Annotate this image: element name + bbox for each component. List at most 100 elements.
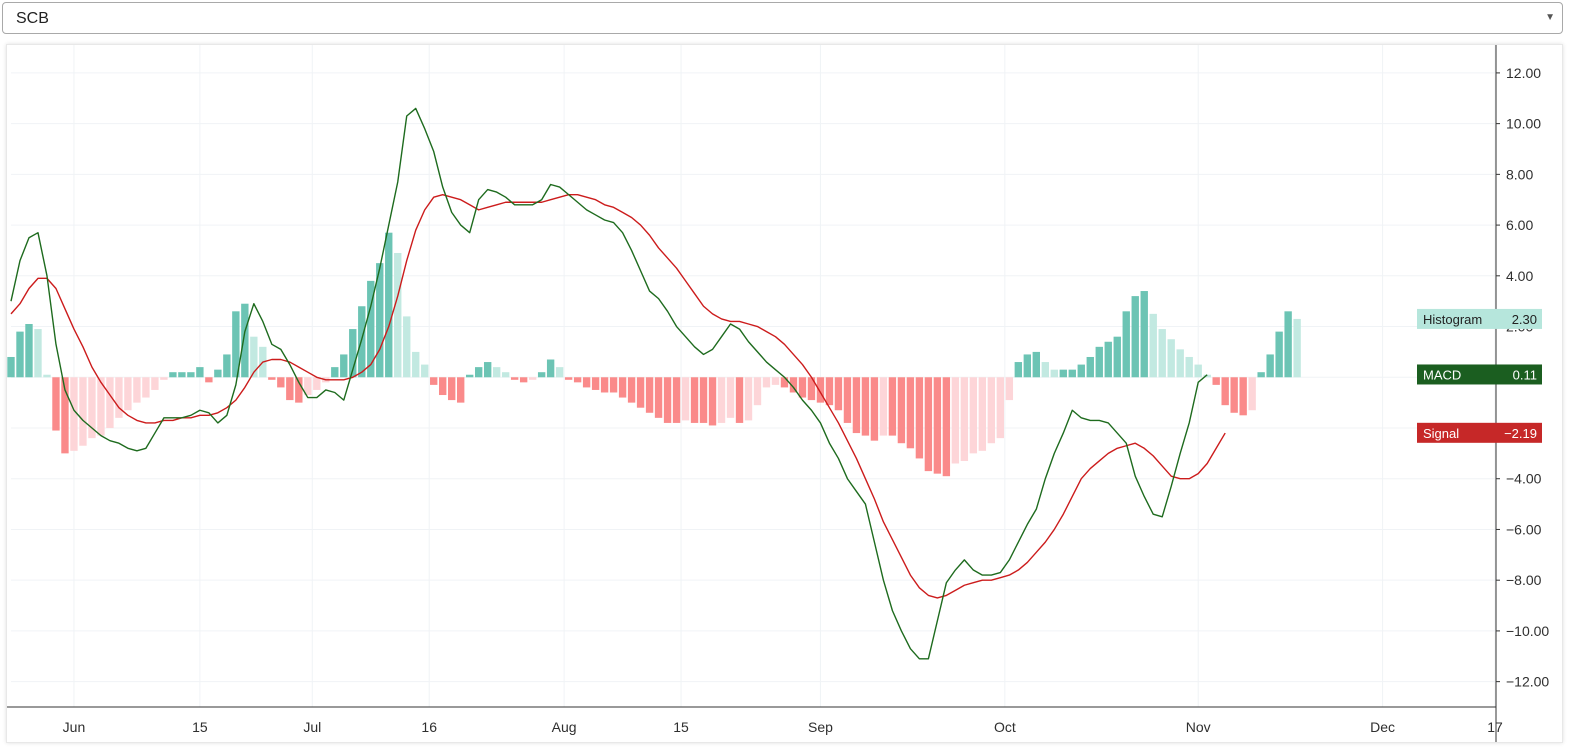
histogram-value-tag: Histogram 2.30 <box>1417 308 1542 329</box>
histogram-bar <box>115 377 123 418</box>
histogram-bar <box>987 377 996 444</box>
value-tag-bg <box>1417 422 1542 443</box>
histogram-bar <box>591 377 600 390</box>
histogram-bar <box>690 377 699 423</box>
histogram-bar <box>25 324 33 378</box>
histogram-bar <box>106 377 114 428</box>
histogram-bar <box>16 331 24 378</box>
histogram-bar <box>214 369 222 378</box>
histogram-bar <box>151 377 159 390</box>
histogram-bar <box>717 377 726 423</box>
macd-chart[interactable]: 12.0010.008.006.004.002.00−4.00−6.00−8.0… <box>7 45 1562 742</box>
histogram-bar <box>852 377 861 434</box>
histogram-bar <box>924 377 933 472</box>
histogram-bar <box>636 377 645 408</box>
histogram-bar <box>412 351 420 378</box>
histogram-bar <box>133 377 141 403</box>
histogram-bar <box>1257 372 1265 378</box>
histogram-bar <box>313 377 321 390</box>
histogram-bar <box>807 377 816 401</box>
value-tag-bg <box>1417 364 1542 385</box>
histogram-bar <box>780 377 789 388</box>
histogram-bar <box>969 377 978 454</box>
histogram-bar <box>906 377 915 449</box>
histogram-bar <box>1068 369 1076 378</box>
histogram-bar <box>1203 374 1211 378</box>
histogram-bar <box>97 377 105 436</box>
value-tag-label: MACD <box>1423 367 1461 382</box>
y-tick-label: 4.00 <box>1506 268 1533 284</box>
histogram-bar <box>753 377 762 406</box>
histogram-bar <box>825 377 834 406</box>
histogram-bar <box>1284 311 1292 378</box>
histogram-bar <box>286 377 294 401</box>
symbol-select[interactable]: SCB ▼ <box>2 2 1563 34</box>
chevron-down-icon[interactable]: ▼ <box>1545 12 1555 23</box>
histogram-bar <box>501 372 510 378</box>
histogram-bar <box>376 263 384 378</box>
histogram-bar <box>466 374 474 378</box>
histogram-bar <box>951 377 960 464</box>
histogram-bar <box>79 377 87 446</box>
histogram-bar <box>1266 354 1274 378</box>
histogram-bar <box>430 377 438 385</box>
value-tags-layer: Histogram 2.30 MACD 0.11 Signal −2.19 <box>1417 308 1542 443</box>
histogram-bar <box>1230 377 1238 413</box>
y-tick-label: −12.00 <box>1506 674 1549 690</box>
x-tick-label: Oct <box>994 719 1016 735</box>
histogram-bar <box>735 377 744 423</box>
histogram-bar <box>295 377 303 403</box>
histogram-bar <box>915 377 924 459</box>
histogram-bar <box>789 377 798 393</box>
histogram-bar <box>1248 377 1256 411</box>
histogram-bar <box>681 377 690 421</box>
histogram-bar <box>1050 369 1058 378</box>
value-tag-value: 2.30 <box>1512 312 1537 327</box>
signal-value-tag: Signal −2.19 <box>1417 422 1542 443</box>
histogram-bar <box>933 377 942 474</box>
histogram-bar <box>492 367 501 378</box>
y-tick-label: 10.00 <box>1506 116 1541 132</box>
histogram-bar <box>1293 318 1301 378</box>
histogram-bar <box>268 377 276 380</box>
histogram-bar <box>537 372 546 378</box>
signal-line-layer <box>10 193 1226 599</box>
x-tick-label: Sep <box>808 719 833 735</box>
histogram-bar <box>403 316 411 378</box>
histogram-bar <box>1275 331 1283 378</box>
axes-layer: 12.0010.008.006.004.002.00−4.00−6.00−8.0… <box>7 45 1549 742</box>
histogram-bar <box>960 377 969 461</box>
histogram-bar <box>340 354 348 378</box>
histogram-bar <box>367 280 375 378</box>
macd-chart-panel[interactable]: 12.0010.008.006.004.002.00−4.00−6.00−8.0… <box>6 44 1563 743</box>
histogram-bar <box>555 367 564 378</box>
histogram-bar <box>232 311 240 378</box>
y-tick-label: −10.00 <box>1506 623 1549 639</box>
histogram-bar <box>1122 311 1130 378</box>
histogram-bar <box>187 372 195 378</box>
histogram-bar <box>124 377 132 411</box>
histogram-bar <box>52 377 60 431</box>
histogram-bar <box>582 377 591 388</box>
histogram-bar <box>178 372 186 378</box>
histogram-bar <box>205 377 213 383</box>
histogram-bar <box>870 377 879 441</box>
histogram-bar <box>1086 356 1094 378</box>
value-tag-value: −2.19 <box>1504 426 1537 441</box>
histogram-bar <box>1212 377 1220 385</box>
histogram-bar <box>385 232 393 378</box>
histogram-bar <box>1149 313 1157 378</box>
histogram-bar <box>241 303 249 378</box>
histogram-bar <box>1167 339 1175 378</box>
y-tick-label: −8.00 <box>1506 572 1542 588</box>
histogram-bar <box>627 377 636 403</box>
histogram-bar <box>394 252 402 378</box>
x-tick-label: 15 <box>673 719 689 735</box>
histogram-bar <box>43 374 51 378</box>
histogram-bar <box>996 377 1005 439</box>
histogram-bar <box>483 362 492 378</box>
histogram-bar <box>528 377 537 380</box>
histogram-bar <box>672 377 681 423</box>
histogram-bar <box>7 356 15 378</box>
histogram-bar <box>448 377 456 401</box>
